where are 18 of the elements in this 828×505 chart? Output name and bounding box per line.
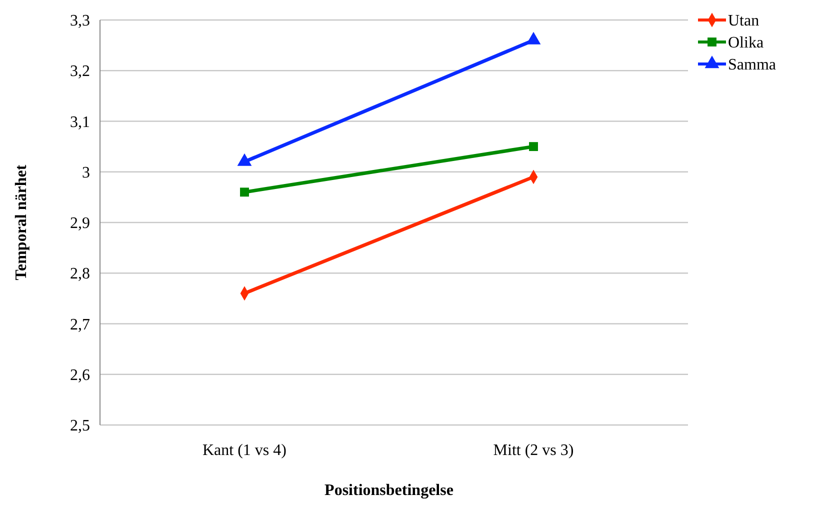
x-tick-label: Mitt (2 vs 3) — [493, 442, 574, 459]
point — [240, 188, 249, 197]
y-tick-label: 2,7 — [70, 316, 90, 334]
legend-label: Utan — [728, 12, 760, 30]
y-tick-label: 2,6 — [70, 366, 90, 384]
y-tick-label: 3,2 — [70, 63, 90, 80]
y-tick-label: 2,8 — [70, 266, 90, 283]
x-tick-label: Kant (1 vs 4) — [202, 442, 286, 459]
point — [529, 142, 538, 152]
legend-label: Olika — [728, 34, 764, 52]
y-tick-label: 2,9 — [70, 215, 90, 232]
y-tick-label: 2,5 — [70, 418, 90, 435]
legend-label: Samma — [728, 56, 776, 74]
y-tick-label: 3,3 — [70, 12, 90, 30]
x-axis-title: Positionsbetingelse — [324, 482, 454, 499]
y-tick-label: 3,1 — [70, 114, 90, 131]
y-axis-title: Temporal närhet — [13, 164, 30, 280]
y-tick-label: 3 — [82, 164, 90, 182]
